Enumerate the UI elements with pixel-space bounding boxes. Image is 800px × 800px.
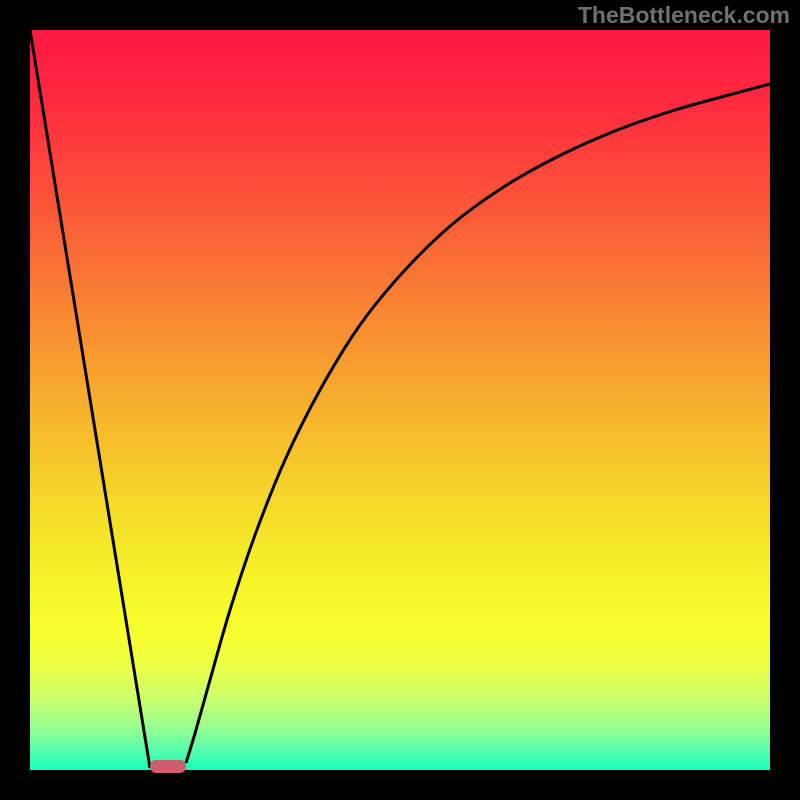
- bottleneck-chart: [0, 0, 800, 800]
- minimum-marker: [150, 760, 186, 773]
- chart-container: TheBottleneck.com: [0, 0, 800, 800]
- plot-background: [30, 30, 770, 770]
